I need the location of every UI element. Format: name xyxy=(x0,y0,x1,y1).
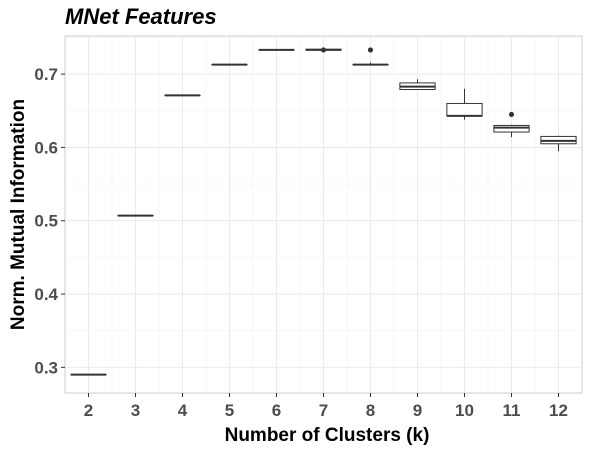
outlier-point xyxy=(508,111,515,118)
outlier-point xyxy=(367,47,374,53)
box-8 xyxy=(352,47,389,66)
outlier-point xyxy=(320,47,327,53)
box-7 xyxy=(305,47,342,53)
x-tick-label: 10 xyxy=(455,401,474,420)
y-tick-label: 0.5 xyxy=(34,212,58,231)
y-tick-label: 0.7 xyxy=(34,65,58,84)
x-tick-label: 12 xyxy=(549,401,568,420)
x-tick-label: 7 xyxy=(319,401,328,420)
x-tick-label: 8 xyxy=(366,401,375,420)
box-12 xyxy=(540,135,577,152)
box-body xyxy=(446,102,483,117)
x-axis-title: Number of Clusters (k) xyxy=(225,425,430,446)
x-tick-label: 4 xyxy=(178,401,188,420)
chart-title: MNet Features xyxy=(65,4,217,29)
x-tick-label: 5 xyxy=(225,401,234,420)
box-10 xyxy=(446,88,483,120)
x-tick-label: 3 xyxy=(131,401,140,420)
tick-labels: 0.3 0.4 0.5 0.6 0.7 2 3 4 5 6 7 8 9 10 11 12 xyxy=(34,65,568,420)
x-tick-label: 2 xyxy=(84,401,93,420)
box-body xyxy=(493,124,530,133)
y-axis-title: Norm. Mutual Information xyxy=(8,99,29,330)
x-tick-label: 6 xyxy=(272,401,281,420)
y-tick-label: 0.3 xyxy=(34,358,58,377)
boxes xyxy=(70,47,577,376)
x-tick-label: 11 xyxy=(503,401,521,420)
box-11 xyxy=(493,111,530,138)
y-tick-label: 0.6 xyxy=(34,138,58,157)
grid xyxy=(65,36,582,393)
x-tick-label: 9 xyxy=(413,401,422,420)
box-9 xyxy=(399,79,436,91)
y-tick-label: 0.4 xyxy=(34,285,58,304)
